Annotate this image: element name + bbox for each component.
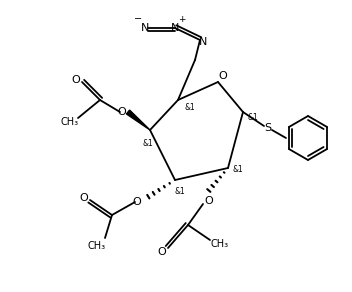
Text: O: O [80,193,88,203]
Text: &1: &1 [247,112,258,121]
Text: +: + [178,15,186,25]
Text: S: S [264,123,271,133]
Text: N: N [171,23,179,33]
Text: CH₃: CH₃ [211,239,229,249]
Text: &1: &1 [233,166,243,175]
Text: O: O [71,75,80,85]
Polygon shape [126,110,150,130]
Text: CH₃: CH₃ [61,117,79,127]
Text: &1: &1 [175,187,186,197]
Text: O: O [219,71,227,81]
Text: CH₃: CH₃ [88,241,106,251]
Text: O: O [205,196,213,206]
Text: N: N [199,37,207,47]
Text: O: O [133,197,142,207]
Text: −: − [134,14,142,24]
Text: N: N [141,23,149,33]
Text: &1: &1 [143,140,153,149]
Text: O: O [118,107,126,117]
Text: &1: &1 [185,103,195,112]
Text: O: O [158,247,166,257]
